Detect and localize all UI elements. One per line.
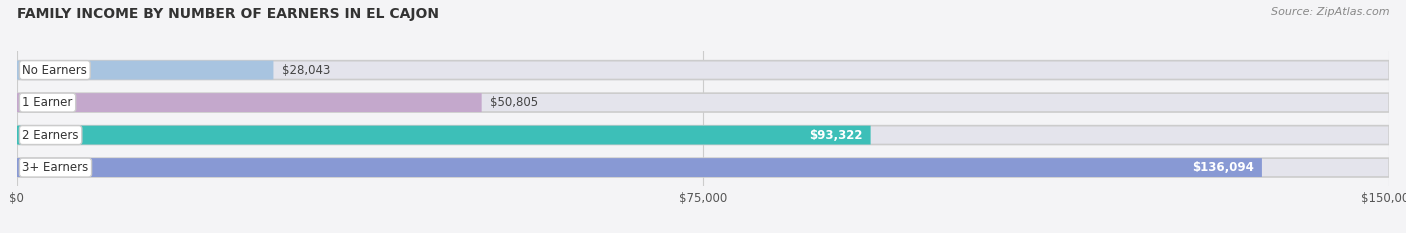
Text: FAMILY INCOME BY NUMBER OF EARNERS IN EL CAJON: FAMILY INCOME BY NUMBER OF EARNERS IN EL… (17, 7, 439, 21)
Text: Source: ZipAtlas.com: Source: ZipAtlas.com (1271, 7, 1389, 17)
Text: $136,094: $136,094 (1192, 161, 1254, 174)
FancyBboxPatch shape (17, 61, 273, 79)
FancyBboxPatch shape (17, 93, 482, 112)
FancyBboxPatch shape (17, 93, 1389, 112)
Text: $28,043: $28,043 (281, 64, 330, 77)
FancyBboxPatch shape (17, 158, 1263, 177)
Text: $50,805: $50,805 (489, 96, 538, 109)
Text: No Earners: No Earners (22, 64, 87, 77)
FancyBboxPatch shape (17, 126, 870, 144)
Text: 3+ Earners: 3+ Earners (22, 161, 89, 174)
FancyBboxPatch shape (17, 126, 1389, 144)
Text: 1 Earner: 1 Earner (22, 96, 73, 109)
Text: 2 Earners: 2 Earners (22, 129, 79, 142)
FancyBboxPatch shape (17, 61, 1389, 79)
FancyBboxPatch shape (17, 158, 1389, 177)
Text: $93,322: $93,322 (808, 129, 862, 142)
